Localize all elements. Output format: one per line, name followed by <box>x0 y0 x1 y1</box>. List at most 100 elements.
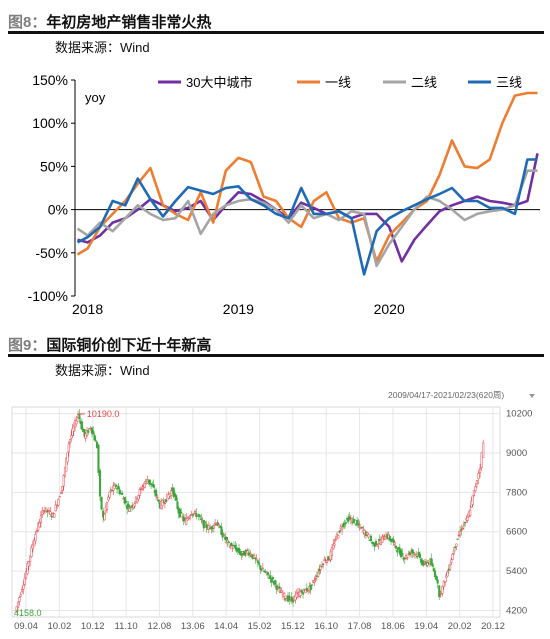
candle-body <box>234 545 237 549</box>
candle-body <box>108 491 111 498</box>
candle-body <box>261 567 264 570</box>
candle-body <box>39 515 42 523</box>
candle-body <box>21 589 24 592</box>
candle-body <box>344 522 347 524</box>
candle-body <box>471 495 474 505</box>
candle-body <box>454 546 457 548</box>
candle-body <box>29 555 32 562</box>
min-value-label: 4158.0 <box>14 608 42 618</box>
candle-body <box>418 553 421 558</box>
candle-body <box>25 571 28 579</box>
candle-body <box>192 513 195 515</box>
candle-body <box>274 580 277 585</box>
candle-body <box>227 541 231 543</box>
candle-body <box>230 543 233 546</box>
x-tick-label: 13.06 <box>181 621 205 632</box>
candle-body <box>33 539 36 547</box>
candle-body <box>185 517 188 525</box>
candle-body <box>18 597 21 602</box>
candle-body <box>19 594 22 597</box>
candle-body <box>65 457 68 472</box>
plot-frame <box>11 406 501 618</box>
candle-body <box>302 592 305 595</box>
candle-body <box>193 511 197 513</box>
x-tick-label: 16.10 <box>314 621 338 632</box>
x-tick-label: 2019 <box>223 301 254 317</box>
candle-body <box>92 430 95 435</box>
candle-body <box>63 467 67 477</box>
candle-body <box>372 541 375 545</box>
x-tick-label: 17.08 <box>348 621 372 632</box>
candle-body <box>377 543 380 545</box>
candle-body <box>240 553 243 556</box>
candle-body <box>269 575 272 579</box>
candle-body <box>376 544 379 547</box>
candle-body <box>451 553 454 560</box>
candle-body <box>38 522 41 528</box>
candle-body <box>343 523 346 525</box>
candle-body <box>469 509 472 516</box>
candle-body <box>401 552 404 556</box>
candle-body <box>47 510 51 513</box>
candle-body <box>436 579 439 584</box>
series-line <box>76 169 538 268</box>
candle-body <box>249 553 252 555</box>
candle-body <box>109 489 112 491</box>
candle-body <box>56 505 59 508</box>
candle-body <box>393 542 396 545</box>
candle-body <box>347 517 350 522</box>
candle-body <box>450 559 453 563</box>
candle-body <box>175 495 178 501</box>
y-tick-label: 9000 <box>506 448 527 459</box>
candle-body <box>280 590 283 593</box>
candle-body <box>83 429 86 437</box>
candle-body <box>216 522 219 527</box>
candle-body <box>237 547 241 553</box>
candle-body <box>53 513 56 518</box>
figure-8-title-text: 年初房地产销售非常火热 <box>46 14 212 31</box>
figure-8-rule <box>8 31 544 34</box>
candle-body <box>430 558 433 566</box>
candle-body <box>94 440 97 442</box>
y-tick-label: 10200 <box>506 409 532 420</box>
y-tick-label: 7800 <box>506 487 527 498</box>
candle-body <box>231 547 234 550</box>
candle-body <box>71 428 74 436</box>
y-tick-label: -100% <box>28 288 68 304</box>
candle-body <box>253 554 256 559</box>
max-value-label: 10190.0 <box>87 409 120 419</box>
candle-body <box>260 569 263 571</box>
candle-body <box>332 543 335 550</box>
x-tick-label: 18.06 <box>381 621 405 632</box>
candle-body <box>338 530 341 533</box>
candle-body <box>388 535 391 541</box>
candle-body <box>361 526 364 529</box>
candle-body <box>244 551 247 556</box>
candle-body <box>163 502 166 505</box>
candle-body <box>70 434 73 439</box>
candle-body <box>325 559 329 563</box>
candle-body <box>226 540 229 543</box>
candle-body <box>340 526 344 531</box>
candle-body <box>191 514 194 516</box>
candle-body <box>472 490 475 496</box>
candle-body <box>141 488 144 490</box>
candle-body <box>45 507 48 512</box>
candle-body <box>138 489 141 496</box>
x-tick-label: 12.08 <box>148 621 172 632</box>
candle-body <box>263 570 266 572</box>
candle-body <box>442 580 445 588</box>
candle-body <box>61 486 64 491</box>
real-estate-sales-chart: 150% 100% 50% 0% -50% -100%2018 2019 2020 yoy 30大… <box>28 72 540 317</box>
candle-body <box>133 503 136 507</box>
candle-body <box>307 590 310 592</box>
x-tick-label: 20.12 <box>481 621 505 632</box>
candle-body <box>72 425 75 432</box>
candle-body <box>374 541 378 546</box>
candle-body <box>31 544 34 550</box>
candle-body <box>457 534 460 537</box>
candle-body <box>246 550 249 554</box>
candle-body <box>334 539 337 541</box>
candle-body <box>455 543 458 547</box>
candle-body <box>30 546 33 557</box>
